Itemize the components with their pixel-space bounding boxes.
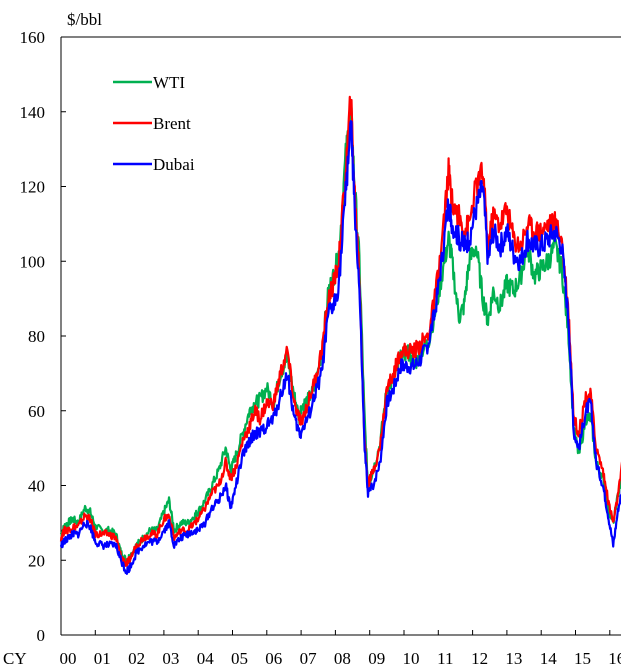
series-line-dubai bbox=[59, 120, 621, 575]
y-tick-label: 120 bbox=[20, 178, 46, 197]
x-tick-label: 11 bbox=[437, 649, 453, 668]
x-tick-label: 04 bbox=[197, 649, 215, 668]
x-tick-label: 15 bbox=[574, 649, 591, 668]
y-tick-label: 100 bbox=[20, 252, 46, 271]
x-tick-label: 05 bbox=[231, 649, 248, 668]
x-tick-label: 06 bbox=[265, 649, 282, 668]
legend-label-wti: WTI bbox=[153, 73, 185, 92]
x-tick-label: 02 bbox=[128, 649, 145, 668]
y-tick-label: 0 bbox=[37, 626, 46, 645]
x-tick-label: 01 bbox=[94, 649, 111, 668]
series-line-brent bbox=[59, 95, 621, 567]
legend: WTI Brent Dubai bbox=[113, 73, 195, 174]
x-tick-label: 00 bbox=[60, 649, 77, 668]
y-axis-unit-label: $/bbl bbox=[67, 10, 102, 29]
x-tick-label: 13 bbox=[505, 649, 522, 668]
x-axis-prefix-label: CY bbox=[3, 649, 27, 668]
x-tick-label: 08 bbox=[334, 649, 351, 668]
series-line-wti bbox=[59, 103, 621, 565]
y-tick-label: 80 bbox=[28, 327, 45, 346]
y-tick-label: 60 bbox=[28, 402, 45, 421]
y-tick-label: 160 bbox=[20, 28, 46, 47]
x-tick-label: 03 bbox=[162, 649, 179, 668]
y-tick-label: 40 bbox=[28, 477, 45, 496]
y-tick-label: 140 bbox=[20, 103, 46, 122]
series-lines bbox=[59, 95, 621, 575]
x-tick-label: 14 bbox=[540, 649, 558, 668]
y-tick-label: 20 bbox=[28, 551, 45, 570]
legend-label-dubai: Dubai bbox=[153, 155, 195, 174]
x-tick-label: 07 bbox=[300, 649, 318, 668]
x-tick-label: 09 bbox=[368, 649, 385, 668]
x-tick-label: 16 bbox=[608, 649, 621, 668]
x-tick-label: 10 bbox=[403, 649, 420, 668]
x-tick-label: 12 bbox=[471, 649, 488, 668]
axes: 0 20 40 60 80 100 120 140 160 00 01 02 03 04 05 06 07 08 0… bbox=[20, 28, 621, 668]
legend-label-brent: Brent bbox=[153, 114, 191, 133]
